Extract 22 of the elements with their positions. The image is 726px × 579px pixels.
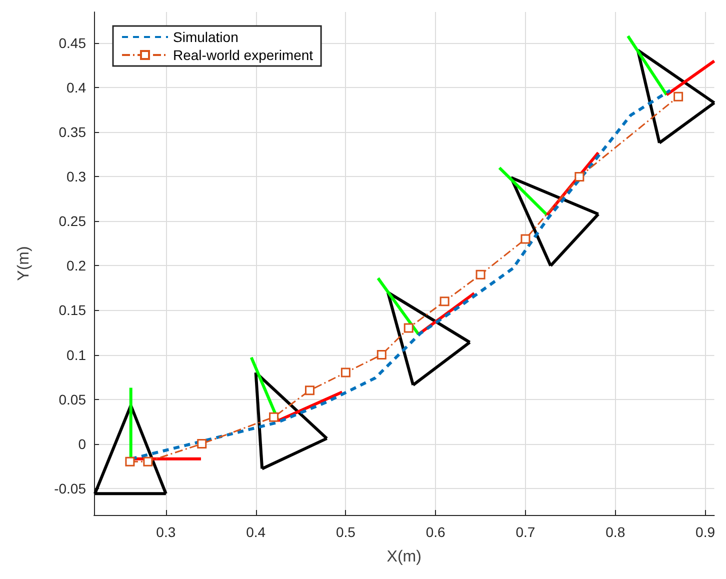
- x-tick-label: 0.7: [516, 524, 536, 540]
- y-tick-label: 0.35: [58, 124, 86, 140]
- y-tick-label: 0.4: [66, 80, 86, 96]
- y-tick-label: 0.25: [58, 213, 86, 230]
- y-tick-label: 0.15: [58, 302, 86, 318]
- x-tick-label: 0.9: [696, 524, 716, 540]
- x-tick-label: 0.3: [156, 524, 176, 540]
- legend-label: Simulation: [173, 29, 238, 45]
- y-tick-label: 0.3: [66, 168, 86, 185]
- x-tick-label: 0.6: [426, 524, 446, 540]
- y-tick-label: 0.2: [66, 258, 86, 274]
- legend-label: Real-world experiment: [173, 47, 314, 63]
- y-tick-label: 0.45: [58, 35, 86, 52]
- x-tick-label: 0.8: [606, 524, 626, 540]
- x-tick-label: 0.5: [336, 524, 356, 540]
- y-tick-label: 0.05: [58, 391, 86, 408]
- y-axis-title: Y(m): [16, 246, 32, 281]
- x-tick-label: 0.4: [246, 524, 266, 540]
- y-tick-label: -0.05: [54, 480, 86, 496]
- x-axis-title: X(m): [386, 548, 422, 566]
- y-tick-label: 0.1: [66, 346, 86, 363]
- y-tick-label: 0: [78, 436, 86, 452]
